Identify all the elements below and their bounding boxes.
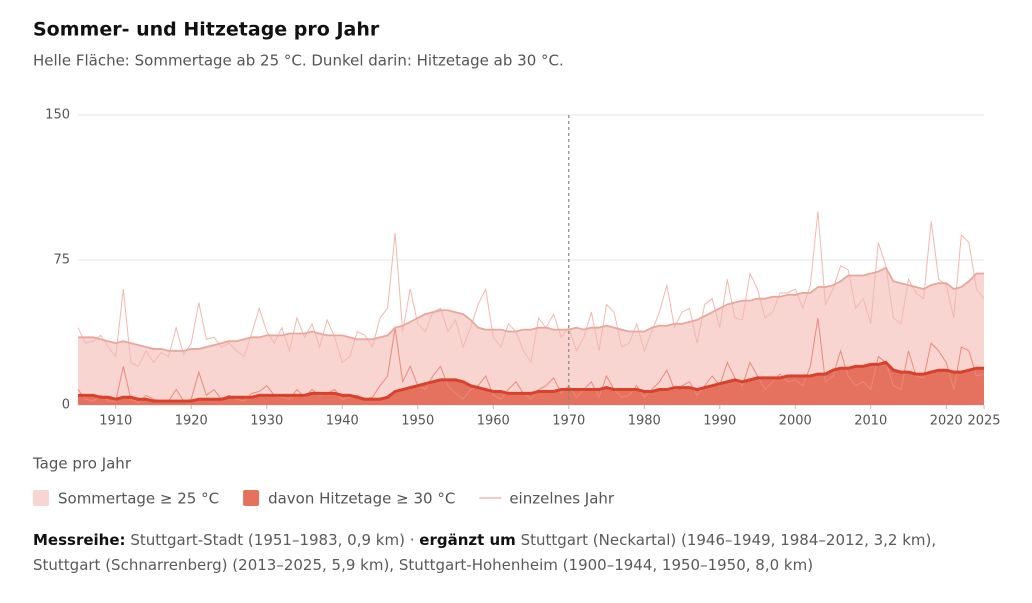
axis-label: Tage pro Jahr: [32, 455, 132, 473]
legend-swatch: [33, 490, 49, 506]
x-tick-label: 1930: [250, 414, 283, 429]
trend-line: [78, 360, 984, 403]
x-tick-label: 1940: [326, 414, 359, 429]
yearly-line: [77, 211, 985, 368]
chart: Sommer- und Hitzetage pro Jahr Helle Flä…: [32, 19, 1001, 508]
x-tick-label: 1910: [99, 414, 132, 429]
legend-swatch: [243, 490, 260, 506]
x-tick-label: 1950: [401, 414, 434, 429]
x-tick-label: 2010: [854, 414, 887, 429]
y-tick-label: 0: [62, 398, 70, 413]
x-tick-label: 1970: [552, 414, 585, 429]
x-tick-label: 2020: [930, 414, 963, 429]
y-tick-label: 150: [45, 108, 70, 123]
note-text: Stuttgart-Stadt (1951–1983, 0,9 km) ·: [130, 531, 415, 549]
note-label: ergänzt um: [419, 531, 516, 549]
legend-label: davon Hitzetage ≥ 30 °C: [268, 490, 455, 508]
x-tick-label: 2000: [779, 414, 812, 429]
legend-label: Sommertage ≥ 25 °C: [58, 490, 219, 508]
y-tick-label: 75: [53, 253, 70, 268]
x-tick-label: 2025: [967, 414, 1000, 429]
yearly-line: [77, 317, 985, 404]
legend-label: einzelnes Jahr: [509, 490, 615, 508]
note-label: Messreihe:: [33, 531, 126, 549]
area: [78, 362, 984, 405]
note-text: Stuttgart (Neckartal) (1946–1949, 1984–2…: [33, 531, 937, 574]
x-tick-label: 1990: [703, 414, 736, 429]
x-tick-label: 1920: [175, 414, 208, 429]
x-tick-label: 1980: [628, 414, 661, 429]
source-note: Messreihe: Stuttgart-Stadt (1951–1983, 0…: [33, 528, 993, 578]
chart-subtitle: Helle Fläche: Sommertage ab 25 °C. Dunke…: [33, 52, 564, 70]
chart-title: Sommer- und Hitzetage pro Jahr: [33, 19, 380, 41]
x-tick-label: 1960: [477, 414, 510, 429]
trend-line: [78, 266, 984, 352]
area: [78, 267, 984, 405]
